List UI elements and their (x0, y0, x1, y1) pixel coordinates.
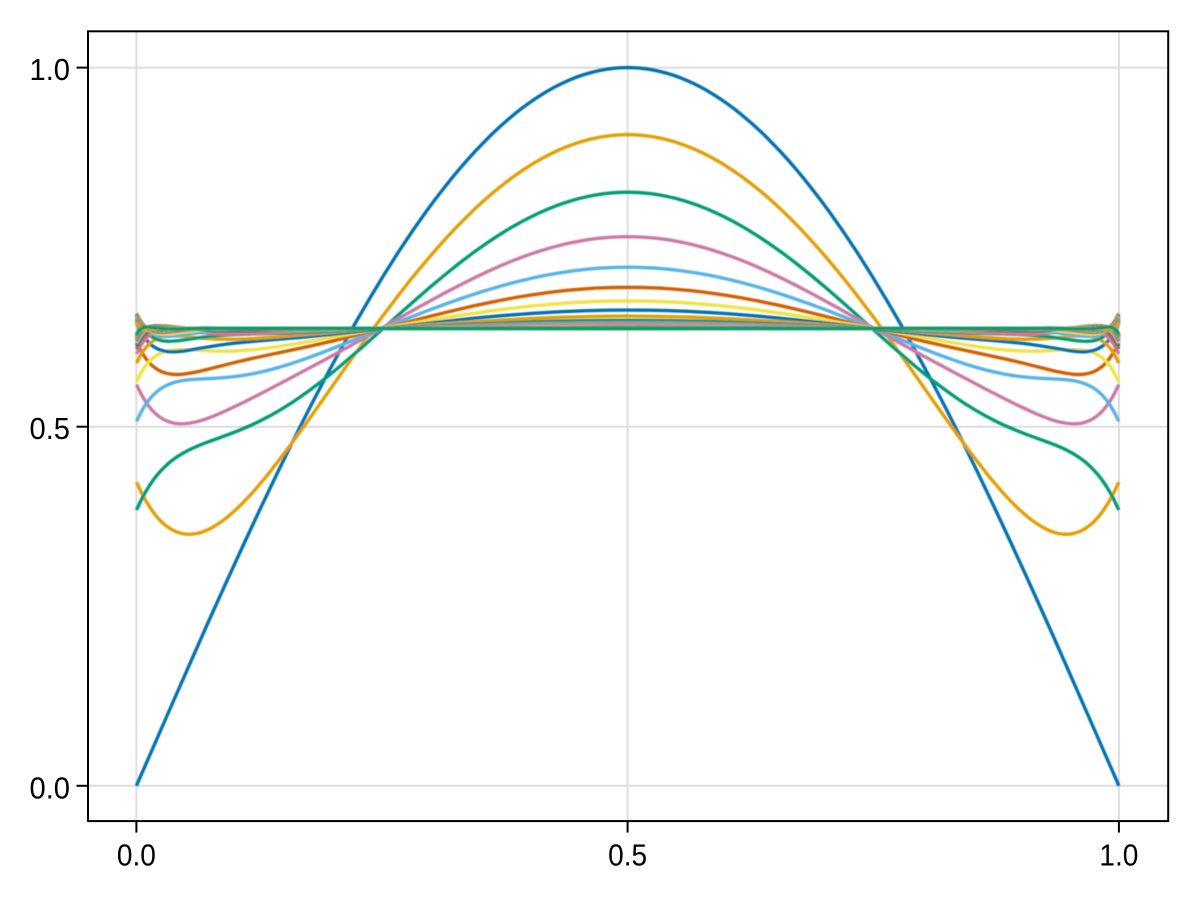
svg-text:0.5: 0.5 (608, 839, 647, 873)
svg-text:0.0: 0.0 (30, 771, 71, 805)
svg-text:0.0: 0.0 (117, 839, 156, 873)
svg-text:0.5: 0.5 (30, 412, 71, 446)
svg-text:1.0: 1.0 (30, 53, 71, 87)
svg-text:1.0: 1.0 (1099, 839, 1138, 873)
